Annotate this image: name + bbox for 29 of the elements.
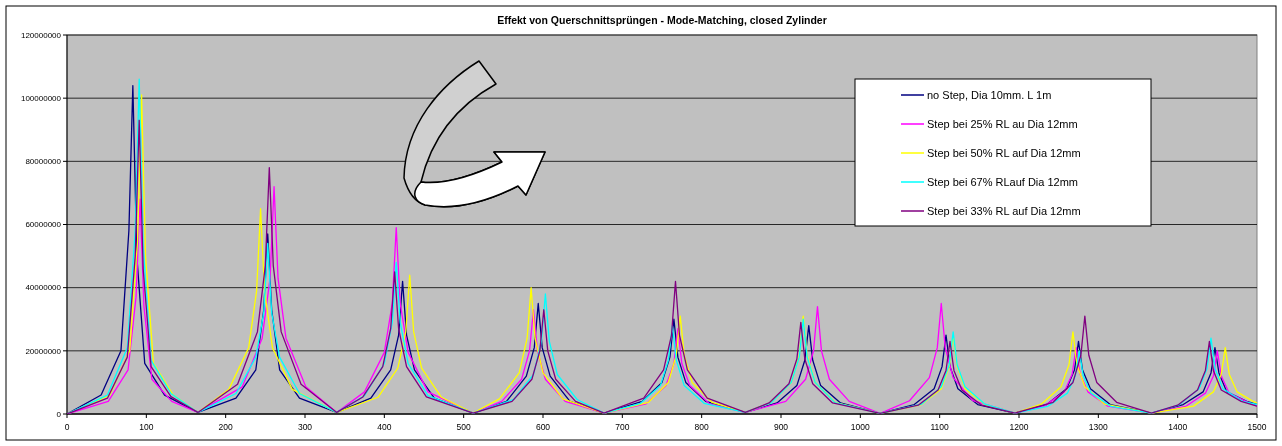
y-tick-label: 20000000 xyxy=(25,346,62,356)
x-tick-label: 300 xyxy=(297,422,313,432)
legend-label: Step bei 33% RL auf Dia 12mm xyxy=(927,204,1081,217)
legend-label: Step bei 50% RL auf Dia 12mm xyxy=(927,146,1081,159)
x-tick-label: 500 xyxy=(456,422,472,432)
legend-label: no Step, Dia 10mm. L 1m xyxy=(927,88,1052,101)
legend-label: Step bei 67% RLauf Dia 12mm xyxy=(927,175,1079,188)
x-tick-label: 400 xyxy=(377,422,392,432)
x-tick-label: 600 xyxy=(535,422,551,432)
x-tick-label: 800 xyxy=(694,422,710,432)
x-tick-label: 0 xyxy=(64,422,70,432)
x-tick-label: 900 xyxy=(773,422,789,432)
x-tick-label: 700 xyxy=(615,422,630,432)
x-tick-label: 1000 xyxy=(850,422,871,432)
legend-label: Step bei 25% RL au Dia 12mm xyxy=(927,117,1078,130)
x-tick-label: 1500 xyxy=(1247,422,1267,432)
x-tick-label: 100 xyxy=(139,422,154,432)
x-tick-label: 1200 xyxy=(1009,422,1029,432)
y-tick-label: 80000000 xyxy=(25,157,62,167)
y-tick-label: 120000000 xyxy=(20,30,62,40)
y-tick-label: 40000000 xyxy=(25,283,62,293)
x-tick-label: 1100 xyxy=(930,422,950,432)
x-tick-label: 1300 xyxy=(1088,422,1109,432)
x-tick-label: 1400 xyxy=(1168,422,1188,432)
y-tick-label: 100000000 xyxy=(20,93,62,103)
y-tick-label: 0 xyxy=(56,409,62,419)
x-tick-label: 200 xyxy=(218,422,234,432)
chart-title: Effekt von Querschnittsprüngen - Mode-Matching, closed Zylinder xyxy=(497,14,827,26)
y-tick-label: 60000000 xyxy=(25,220,62,230)
